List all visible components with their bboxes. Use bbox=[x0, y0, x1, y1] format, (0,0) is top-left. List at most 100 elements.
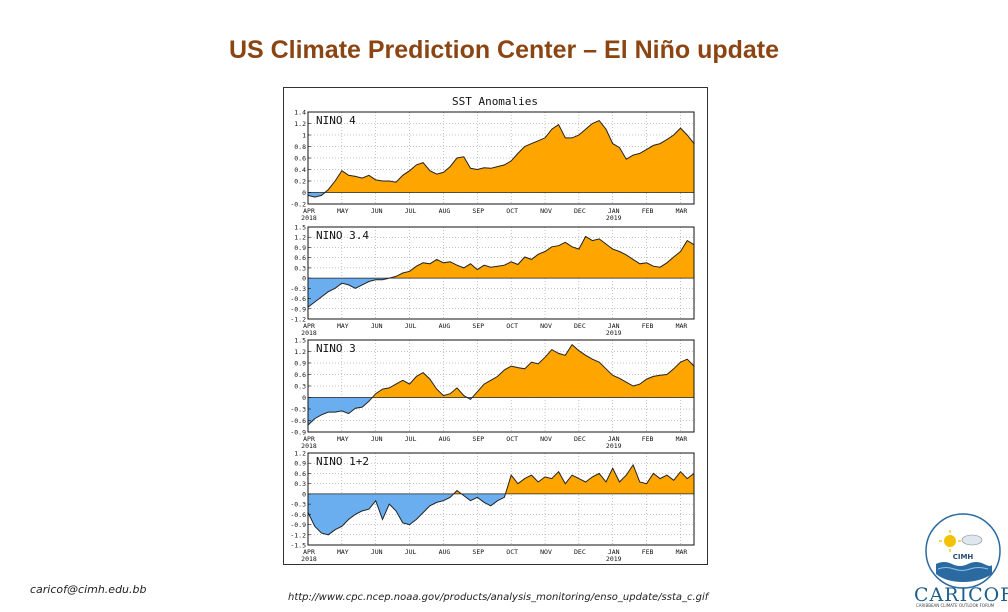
y-tick-label: 0 bbox=[302, 490, 306, 498]
positive-anomaly-area bbox=[308, 344, 694, 398]
y-tick-label: 0.6 bbox=[294, 371, 306, 379]
y-tick-label: 1 bbox=[302, 132, 306, 140]
y-tick-label: 0.3 bbox=[294, 383, 306, 391]
x-tick-label: JUL bbox=[405, 207, 417, 215]
x-tick-label: JUN bbox=[371, 322, 383, 330]
positive-anomaly-area bbox=[453, 464, 694, 494]
negative-anomaly-area bbox=[308, 278, 390, 308]
y-tick-label: -0.9 bbox=[290, 305, 306, 313]
y-tick-label: -0.3 bbox=[290, 406, 306, 414]
footer-url[interactable]: http://www.cpc.ncep.noaa.gov/products/an… bbox=[288, 592, 709, 603]
y-tick-label: 0.3 bbox=[294, 480, 306, 488]
year-label: 2019 bbox=[606, 555, 622, 563]
y-tick-label: 0.3 bbox=[294, 264, 306, 272]
x-tick-label: JAN bbox=[608, 207, 620, 215]
panel-label: NINO 3 bbox=[316, 342, 356, 355]
x-tick-label: NOV bbox=[540, 322, 552, 330]
y-tick-label: -0.6 bbox=[290, 295, 306, 303]
x-tick-label: APR bbox=[303, 435, 315, 443]
x-tick-label: NOV bbox=[540, 207, 552, 215]
x-tick-label: SEP bbox=[472, 435, 484, 443]
x-tick-label: AUG bbox=[439, 207, 451, 215]
sst-anomalies-chart: SST Anomalies NINO 4 1.4 1.2 1 0.8 0.6 0.4 0.2 0… bbox=[283, 87, 708, 565]
y-tick-label: 0.9 bbox=[294, 460, 306, 468]
x-tick-label: APR bbox=[303, 322, 315, 330]
panel-frame bbox=[307, 226, 695, 320]
x-tick-label: APR bbox=[303, 207, 315, 215]
x-tick-label: JUN bbox=[371, 207, 383, 215]
chart-title: SST Anomalies bbox=[452, 95, 538, 108]
y-tick-label: 0.6 bbox=[294, 155, 306, 163]
x-tick-label: MAR bbox=[676, 435, 688, 443]
y-tick-label: 1.2 bbox=[294, 450, 306, 458]
x-tick-label: SEP bbox=[472, 548, 484, 556]
y-tick-label: 1.2 bbox=[294, 120, 306, 128]
footer-email[interactable]: caricof@cimh.edu.bb bbox=[30, 583, 147, 596]
x-tick-label: MAY bbox=[337, 322, 349, 330]
y-tick-label: -1.2 bbox=[290, 531, 306, 539]
x-tick-label: DEC bbox=[574, 548, 586, 556]
year-label: 2018 bbox=[301, 329, 317, 337]
year-label: 2018 bbox=[301, 555, 317, 563]
year-label: 2018 bbox=[301, 214, 317, 222]
y-tick-label: -0.3 bbox=[290, 285, 306, 293]
cimh-label: CIMH bbox=[953, 553, 974, 561]
x-tick-label: JAN bbox=[608, 548, 620, 556]
x-tick-label: NOV bbox=[540, 435, 552, 443]
anomaly-line bbox=[308, 463, 694, 536]
x-tick-label: JUL bbox=[405, 435, 417, 443]
anomaly-line bbox=[308, 119, 694, 198]
y-tick-label: -0.6 bbox=[290, 511, 306, 519]
x-tick-label: FEB bbox=[642, 207, 654, 215]
y-tick-label: 0.9 bbox=[294, 360, 306, 368]
y-tick-label: 1.2 bbox=[294, 234, 306, 242]
x-tick-label: OCT bbox=[506, 322, 518, 330]
year-label: 2019 bbox=[606, 329, 622, 337]
x-tick-label: JUL bbox=[405, 548, 417, 556]
negative-anomaly-area bbox=[308, 493, 694, 535]
cimh-logo-icon: CIMH bbox=[925, 513, 1001, 589]
x-tick-label: AUG bbox=[439, 435, 451, 443]
y-tick-label: 0.2 bbox=[294, 178, 306, 186]
x-tick-label: OCT bbox=[506, 548, 518, 556]
y-tick-label: -0.9 bbox=[290, 429, 306, 437]
y-tick-label: -0.2 bbox=[290, 201, 306, 209]
y-tick-label: 1.5 bbox=[294, 337, 306, 345]
x-tick-label: MAY bbox=[337, 435, 349, 443]
positive-anomaly-area bbox=[308, 120, 694, 193]
x-tick-label: FEB bbox=[642, 548, 654, 556]
x-tick-label: DEC bbox=[574, 322, 586, 330]
x-tick-label: MAY bbox=[337, 548, 349, 556]
y-tick-label: 1.5 bbox=[294, 224, 306, 232]
x-tick-label: AUG bbox=[439, 322, 451, 330]
x-tick-label: OCT bbox=[506, 435, 518, 443]
negative-anomaly-area bbox=[308, 397, 694, 426]
x-tick-label: FEB bbox=[642, 435, 654, 443]
chart-canvas: SST Anomalies NINO 4 1.4 1.2 1 0.8 0.6 0.4 0.2 0… bbox=[290, 95, 695, 563]
x-tick-label: SEP bbox=[472, 322, 484, 330]
panel-1: NINO 3.4 1.5 1.2 0.9 0.6 0.3 0 -0.3 -0.6 -0.9 -1.2… bbox=[290, 224, 695, 337]
y-tick-label: 1.2 bbox=[294, 348, 306, 356]
y-tick-label: 1.4 bbox=[294, 109, 306, 117]
slide-title: US Climate Prediction Center – El Niño u… bbox=[228, 36, 780, 64]
y-tick-label: 0 bbox=[302, 275, 306, 283]
anomaly-line bbox=[308, 235, 694, 308]
y-tick-label: -0.6 bbox=[290, 417, 306, 425]
x-tick-label: MAR bbox=[676, 207, 688, 215]
positive-anomaly-area bbox=[308, 236, 694, 279]
x-tick-label: JUN bbox=[371, 548, 383, 556]
panel-frame bbox=[307, 452, 695, 546]
panel-3: NINO 1+2 1.2 0.9 0.6 0.3 0 -0.3 -0.6 -0.9 -1.2 -1.… bbox=[290, 450, 695, 563]
x-tick-label: JUL bbox=[405, 322, 417, 330]
x-tick-label: JAN bbox=[608, 435, 620, 443]
y-tick-label: -0.9 bbox=[290, 521, 306, 529]
x-tick-label: DEC bbox=[574, 435, 586, 443]
x-tick-label: SEP bbox=[472, 207, 484, 215]
y-tick-label: -1.5 bbox=[290, 542, 306, 550]
year-label: 2018 bbox=[301, 442, 317, 450]
x-tick-label: OCT bbox=[506, 207, 518, 215]
x-tick-label: NOV bbox=[540, 548, 552, 556]
